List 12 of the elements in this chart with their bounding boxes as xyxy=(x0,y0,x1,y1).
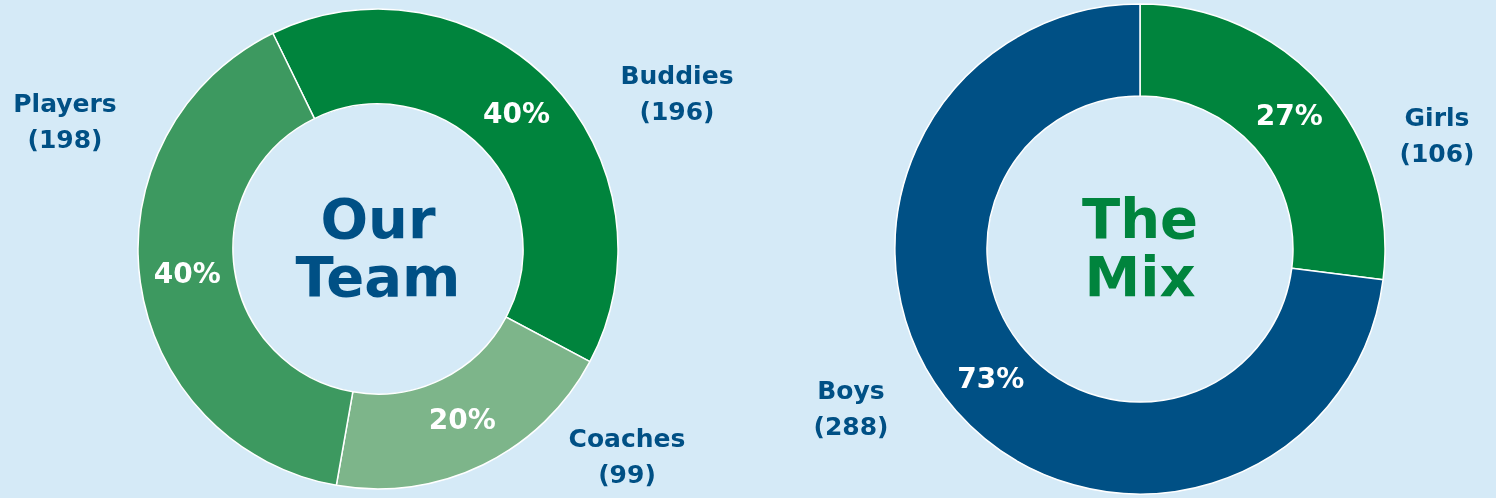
slice-label: Coaches (99) xyxy=(568,423,686,489)
data-label: 27% xyxy=(1255,98,1323,132)
data-label: 40% xyxy=(482,96,550,130)
slice-label: Girls (106) xyxy=(1399,102,1475,168)
slice-label: Players (198) xyxy=(13,88,117,154)
data-label: 40% xyxy=(153,257,221,291)
text: Our Team xyxy=(294,186,462,309)
data-label: 20% xyxy=(428,403,496,437)
slice-label: Buddies (196) xyxy=(620,60,734,126)
slice-label: Boys (288) xyxy=(813,375,889,441)
text: The Mix xyxy=(1080,186,1199,309)
data-label: 73% xyxy=(957,361,1025,395)
